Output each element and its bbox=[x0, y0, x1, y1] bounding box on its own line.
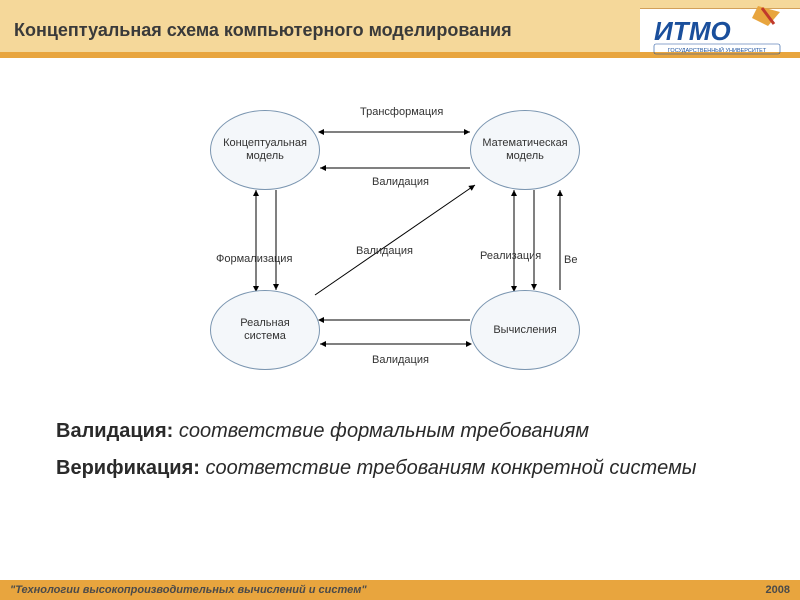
edge-label-3: Валидация bbox=[356, 245, 413, 257]
definition-validation: Валидация: соответствие формальным требо… bbox=[56, 420, 760, 443]
diagram: Концептуальнаямодель Математическаямодель… bbox=[160, 90, 640, 390]
slide: Концептуальная схема компьютерного модел… bbox=[0, 0, 800, 600]
logo-svg: ИТМО ГОСУДАРСТВЕННЫЙ УНИВЕРСИТЕТ bbox=[650, 4, 790, 58]
header: Концептуальная схема компьютерного модел… bbox=[0, 0, 800, 70]
node-math: Математическаямодель bbox=[470, 110, 580, 190]
definitions: Валидация: соответствие формальным требо… bbox=[56, 420, 760, 494]
edge-label-4: Реализация bbox=[480, 250, 541, 262]
edge-label-5: Ве bbox=[564, 254, 577, 266]
edge-label-1: Валидация bbox=[372, 176, 429, 188]
footer: "Технологии высокопроизводительных вычис… bbox=[0, 580, 800, 600]
footer-left: "Технологии высокопроизводительных вычис… bbox=[10, 584, 367, 596]
edge-label-6: Валидация bbox=[372, 354, 429, 366]
svg-text:ИТМО: ИТМО bbox=[654, 16, 731, 46]
node-conceptual: Концептуальнаямодель bbox=[210, 110, 320, 190]
edge-label-0: Трансформация bbox=[360, 106, 443, 118]
footer-right: 2008 bbox=[766, 584, 790, 596]
svg-text:ГОСУДАРСТВЕННЫЙ УНИВЕРСИТЕТ: ГОСУДАРСТВЕННЫЙ УНИВЕРСИТЕТ bbox=[668, 46, 767, 54]
itmo-logo: ИТМО ГОСУДАРСТВЕННЫЙ УНИВЕРСИТЕТ bbox=[650, 4, 790, 58]
def-desc: соответствие формальным требованиям bbox=[173, 420, 589, 442]
header-title-band: Концептуальная схема компьютерного модел… bbox=[0, 8, 640, 52]
edge-label-2: Формализация bbox=[216, 253, 292, 265]
node-calc: Вычисления bbox=[470, 290, 580, 370]
page-title: Концептуальная схема компьютерного модел… bbox=[0, 20, 512, 41]
def-term: Валидация: bbox=[56, 420, 173, 442]
definition-verification: Верификация: соответствие требованиям ко… bbox=[56, 457, 760, 480]
arrow-9 bbox=[315, 185, 475, 295]
def-term: Верификация: bbox=[56, 457, 200, 479]
node-real: Реальнаясистема bbox=[210, 290, 320, 370]
def-desc: соответствие требованиям конкретной сист… bbox=[200, 457, 697, 479]
